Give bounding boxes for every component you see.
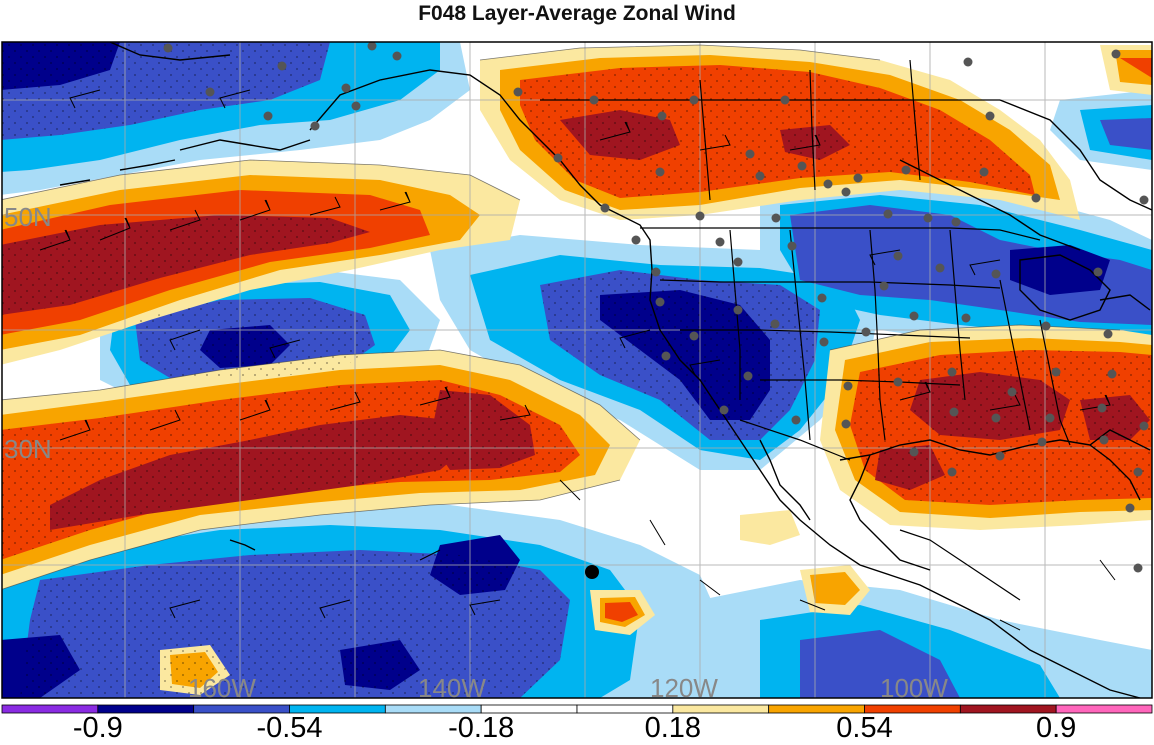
colorbar-tick-label: 0.18 xyxy=(644,712,702,744)
wind-barbs xyxy=(39,89,1116,631)
lat-label-30n: 30N xyxy=(4,434,52,464)
lat-label-50n: 50N xyxy=(4,202,52,232)
colorbar-tick-label: -0.54 xyxy=(256,712,323,744)
colorbar-bin xyxy=(1055,704,1153,714)
lon-label-100w: 100W xyxy=(880,673,948,703)
lon-label-120w: 120W xyxy=(650,673,718,703)
reference-point-marker xyxy=(585,565,599,579)
coastlines xyxy=(59,42,1152,698)
significance-stippling xyxy=(2,42,1152,698)
colorbar-tick-label: -0.9 xyxy=(72,712,123,744)
colorbar xyxy=(1,704,1153,714)
lon-label-160w: 160W xyxy=(188,673,256,703)
colorbar-tick-label: 0.54 xyxy=(836,712,893,744)
colorbar-tick-label: 0.9 xyxy=(1035,712,1077,744)
map-frame xyxy=(1,41,1153,699)
lon-label-140w: 140W xyxy=(418,673,486,703)
contour-lines xyxy=(2,44,1121,590)
stations xyxy=(163,42,1149,573)
map-title: F048 Layer-Average Zonal Wind xyxy=(418,2,736,25)
colorbar-tick-label: -0.18 xyxy=(448,712,515,744)
political-borders xyxy=(540,59,1071,601)
